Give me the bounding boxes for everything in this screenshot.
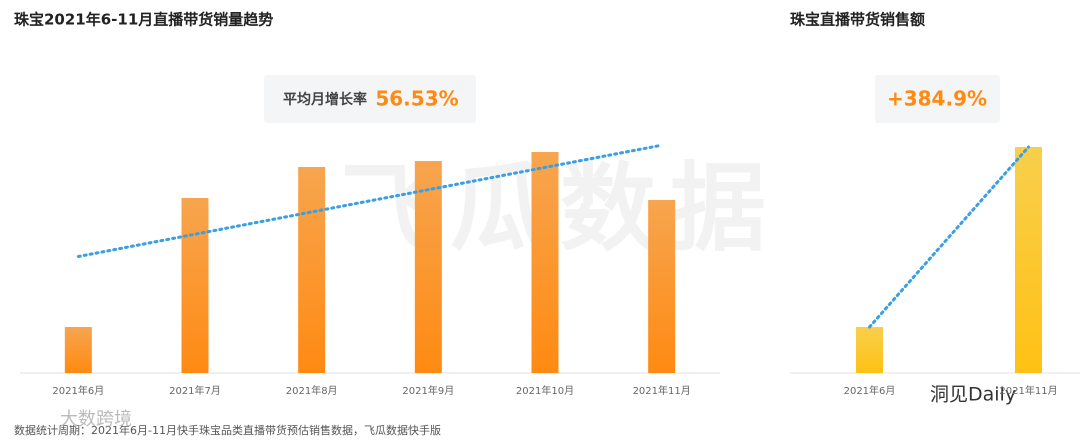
x-tick-label: 2021年11月 bbox=[633, 384, 691, 397]
x-tick-label: 2021年8月 bbox=[286, 384, 338, 397]
annotation-value: +384.9% bbox=[887, 87, 987, 111]
chart-title: 珠宝直播带货销售额 bbox=[790, 11, 925, 29]
x-tick-label: 2021年6月 bbox=[844, 384, 896, 397]
bar bbox=[414, 161, 442, 373]
watermark: 飞瓜数据 bbox=[340, 152, 780, 264]
bar bbox=[531, 152, 559, 373]
annotation-value: 56.53% bbox=[375, 87, 458, 111]
annotation-label: 平均月增长率 bbox=[283, 91, 367, 108]
trend-line bbox=[76, 143, 664, 258]
bar bbox=[181, 198, 209, 373]
x-tick-label: 2021年9月 bbox=[402, 384, 454, 397]
x-tick-label: 2021年6月 bbox=[52, 384, 104, 397]
chart-title: 珠宝2021年6-11月直播带货销量趋势 bbox=[14, 11, 273, 29]
trend-line bbox=[868, 145, 1030, 329]
annotation-box bbox=[264, 75, 476, 123]
x-tick-label: 2021年11月 bbox=[999, 384, 1057, 397]
bar bbox=[856, 327, 883, 373]
bar bbox=[648, 200, 676, 373]
x-tick-label: 2021年10月 bbox=[516, 384, 574, 397]
annotation-box bbox=[875, 75, 1000, 123]
bar bbox=[64, 327, 92, 373]
wechat-mark: 洞见Daily bbox=[930, 384, 1016, 406]
source: 数据统计周期：2021年6月-11月快手珠宝品类直播带货预估销售数据，飞瓜数据快… bbox=[14, 423, 441, 437]
corner-mark: 大数跨境 bbox=[60, 409, 132, 430]
bar bbox=[1015, 147, 1042, 373]
x-tick-label: 2021年7月 bbox=[169, 384, 221, 397]
bar bbox=[298, 167, 326, 373]
